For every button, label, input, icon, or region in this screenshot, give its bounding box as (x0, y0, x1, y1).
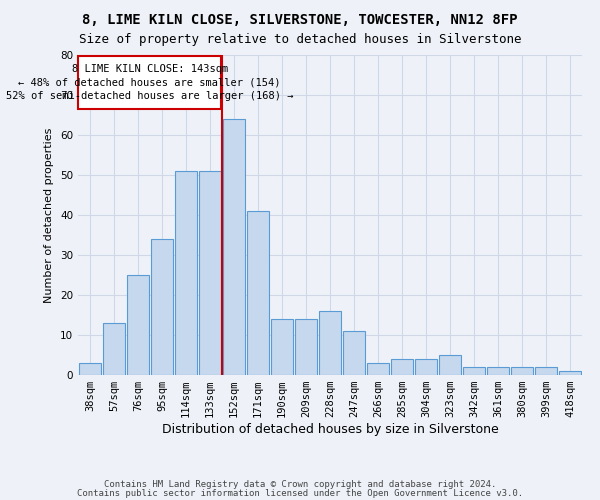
Bar (511, 367, 533, 375)
Bar (367, 363, 389, 375)
Text: 52% of semi-detached houses are larger (168) →: 52% of semi-detached houses are larger (… (6, 90, 293, 101)
Bar (199, 171, 221, 375)
Bar (439, 355, 461, 375)
Bar (295, 319, 317, 375)
Text: 8, LIME KILN CLOSE, SILVERSTONE, TOWCESTER, NN12 8FP: 8, LIME KILN CLOSE, SILVERSTONE, TOWCEST… (82, 12, 518, 26)
Text: Size of property relative to detached houses in Silverstone: Size of property relative to detached ho… (79, 32, 521, 46)
Bar (343, 331, 365, 375)
Bar (391, 359, 413, 375)
Bar (151, 239, 173, 375)
X-axis label: Distribution of detached houses by size in Silverstone: Distribution of detached houses by size … (161, 423, 499, 436)
Bar (559, 371, 581, 375)
Text: Contains public sector information licensed under the Open Government Licence v3: Contains public sector information licen… (77, 488, 523, 498)
Text: ← 48% of detached houses are smaller (154): ← 48% of detached houses are smaller (15… (19, 78, 281, 88)
Bar (271, 319, 293, 375)
Bar (247, 211, 269, 375)
Bar (127, 275, 149, 375)
Bar (319, 311, 341, 375)
Y-axis label: Number of detached properties: Number of detached properties (44, 128, 55, 302)
Bar (79, 363, 101, 375)
Bar (535, 367, 557, 375)
Bar (487, 367, 509, 375)
FancyBboxPatch shape (79, 56, 221, 109)
Bar (415, 359, 437, 375)
Text: 8 LIME KILN CLOSE: 143sqm: 8 LIME KILN CLOSE: 143sqm (71, 64, 228, 74)
Bar (175, 171, 197, 375)
Bar (463, 367, 485, 375)
Bar (103, 323, 125, 375)
Text: Contains HM Land Registry data © Crown copyright and database right 2024.: Contains HM Land Registry data © Crown c… (104, 480, 496, 489)
Bar (223, 119, 245, 375)
